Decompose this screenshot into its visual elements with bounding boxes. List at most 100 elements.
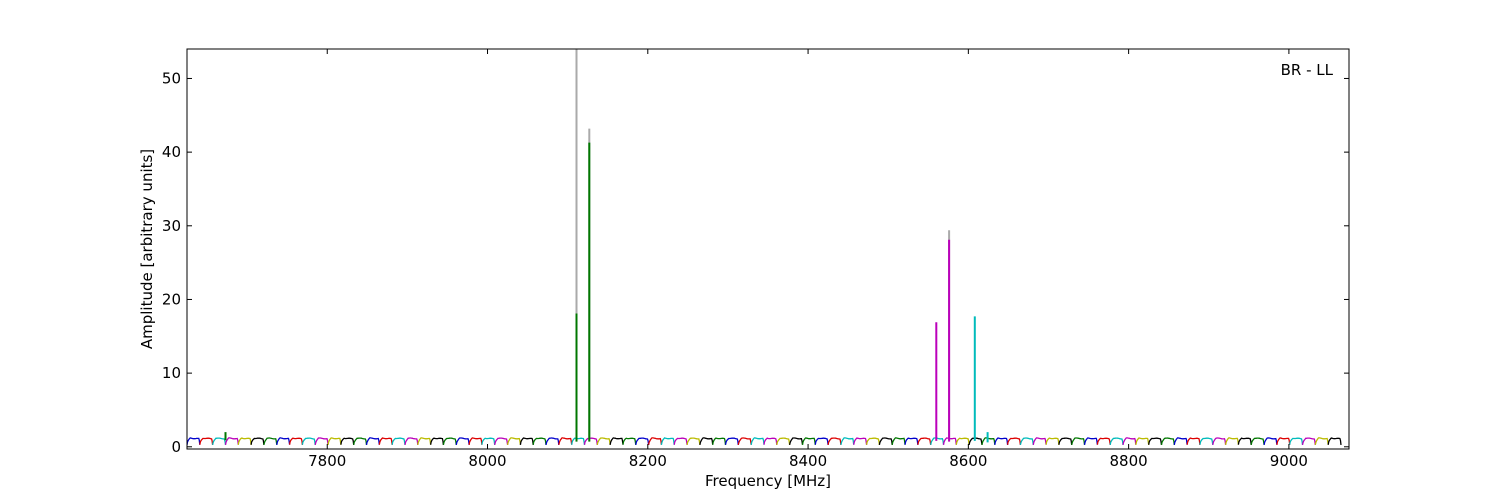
channel-bandpass — [1032, 437, 1047, 446]
channel-bandpass — [955, 437, 970, 445]
x-tick-label: 8000 — [468, 452, 506, 470]
channel-bandpass — [288, 437, 304, 445]
channel-bandpass — [1148, 437, 1163, 445]
channel-bandpass — [609, 437, 624, 446]
channel-bandpass — [417, 437, 432, 446]
channel-bandpass — [647, 437, 663, 446]
channel-bandpass — [1045, 437, 1060, 445]
channel-bandpass — [801, 437, 816, 446]
channel-bandpass — [353, 437, 368, 446]
x-tick-label: 7800 — [308, 452, 346, 470]
channel-bandpass — [1019, 437, 1034, 446]
channel-bandpass — [1314, 437, 1329, 446]
channel-bandpass — [583, 437, 598, 445]
channel-bandpass — [1327, 437, 1342, 445]
x-tick-label: 8200 — [629, 452, 667, 470]
channel-bandpass — [301, 437, 316, 445]
channel-bandpass — [878, 437, 893, 446]
channel-bandpass — [224, 437, 239, 446]
channel-bandpass — [519, 437, 534, 446]
channel-bandpass — [1237, 437, 1252, 445]
channel-bandpass — [327, 437, 342, 446]
channel-bandpass — [1109, 437, 1124, 446]
channel-bandpass — [814, 437, 829, 445]
channel-bandpass — [699, 437, 714, 446]
x-tick-label: 8400 — [789, 452, 827, 470]
channel-bandpass — [1301, 437, 1316, 446]
axis-ticks: 7800 8000 8200 8400 8600 8800 9000 0 10 20 30 40 50 — [162, 49, 1349, 470]
channel-bandpass — [365, 437, 380, 446]
channel-bandpass — [660, 437, 675, 446]
channel-bandpass — [1289, 437, 1304, 445]
channel-bandpass — [187, 437, 201, 446]
channel-bandpass — [750, 437, 765, 446]
channel-bandpass — [827, 437, 842, 446]
channel-bandpass — [1263, 437, 1278, 446]
channel-bandpass — [840, 437, 855, 446]
channel-bandpass — [865, 437, 881, 445]
channel-bandpass — [494, 437, 509, 446]
y-axis-label: Amplitude [arbitrary units] — [138, 149, 156, 349]
channel-bandpass — [1212, 437, 1227, 446]
channel-bandpass — [1186, 437, 1201, 445]
channel-bandpass — [340, 437, 355, 445]
channel-bandpass — [737, 437, 752, 446]
channel-bandpass — [263, 437, 278, 446]
channel-bandpass — [853, 437, 868, 445]
y-tick-label: 40 — [162, 143, 181, 161]
channel-bandpass — [276, 437, 291, 446]
channel-bandpass — [1006, 437, 1022, 445]
channel-bandpass — [455, 437, 470, 446]
channel-bandpass — [199, 437, 214, 445]
channel-bandpass — [596, 437, 611, 446]
plot-area — [187, 49, 1342, 446]
channel-bandpass — [532, 437, 547, 445]
channel-bandpass — [776, 437, 791, 446]
channel-bandpass — [545, 437, 560, 446]
channel-bandpass — [468, 437, 483, 446]
y-tick-label: 30 — [162, 217, 181, 235]
channel-bandpass — [1173, 437, 1188, 446]
channel-bandpass — [788, 437, 804, 446]
channel-bandpass — [237, 437, 252, 445]
y-tick-label: 10 — [162, 364, 181, 382]
channel-bandpass — [1199, 437, 1214, 445]
channel-bandpass — [635, 437, 650, 446]
channel-bandpass — [211, 437, 227, 446]
channel-bandpass — [904, 437, 919, 445]
channel-bandpass — [391, 437, 406, 445]
x-axis-label: Frequency [MHz] — [705, 472, 831, 490]
channel-bandpass — [917, 437, 932, 445]
channel-bandpass — [673, 437, 688, 445]
plot-frame — [186, 48, 1350, 450]
channel-bandpass — [1122, 437, 1137, 446]
channel-bandpass — [686, 437, 701, 446]
channel-bandpass — [994, 437, 1009, 446]
channel-bandpass — [506, 437, 522, 446]
channel-bandpass — [712, 437, 727, 445]
channel-bandpass — [250, 437, 265, 445]
channel-bandpass — [622, 437, 637, 445]
channel-bandpass — [1058, 437, 1073, 445]
channel-bandpass — [571, 437, 586, 445]
channel-bandpass — [1276, 437, 1291, 446]
channel-bandpass — [1160, 437, 1175, 446]
channel-bandpass — [763, 437, 778, 445]
x-tick-label: 8800 — [1110, 452, 1148, 470]
y-tick-label: 20 — [162, 290, 181, 308]
channel-bandpass — [314, 437, 329, 446]
channel-bandpass — [1135, 437, 1150, 446]
channel-bandpass — [1096, 437, 1111, 445]
channel-bandpass — [1250, 437, 1265, 446]
channel-bandpass — [1224, 437, 1240, 446]
channel-bandpass — [404, 437, 419, 446]
channel-bandpass — [481, 437, 496, 445]
channel-bandpass — [891, 437, 906, 446]
channel-bandpass — [558, 437, 573, 446]
channel-bandpass — [1083, 437, 1099, 446]
plot-annotation: BR - LL — [1281, 61, 1334, 79]
x-tick-label: 9000 — [1270, 452, 1308, 470]
x-tick-label: 8600 — [949, 452, 987, 470]
y-tick-label: 50 — [162, 69, 181, 87]
